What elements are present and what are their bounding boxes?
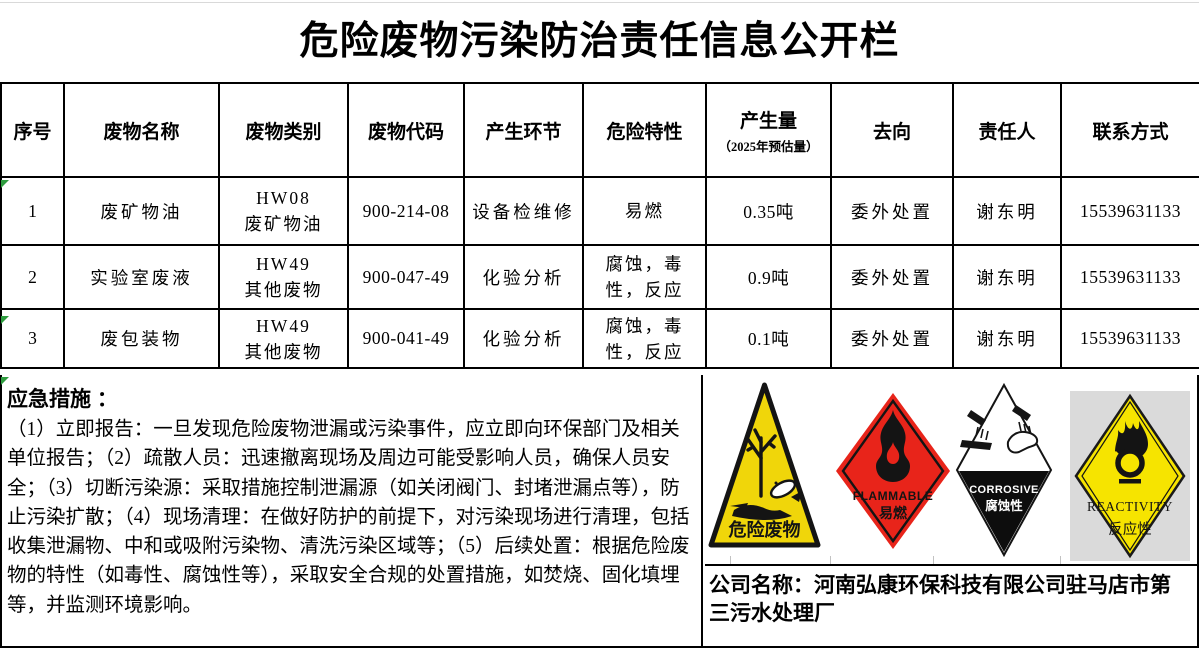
flammable-sign-icon: FLAMMABLE 易燃 <box>833 390 953 552</box>
cell-flag-marker <box>1 180 9 188</box>
flammable-label-en: FLAMMABLE <box>853 489 933 503</box>
cell-amount: 0.35吨 <box>705 176 832 246</box>
cell-destination: 委外处置 <box>830 244 954 310</box>
dead-tree-icon <box>745 428 777 498</box>
table-row: 3 废包装物 HW49 其他废物 900-041-49 化验分析 腐蚀，毒性，反… <box>0 308 1199 369</box>
waste-responsibility-table: 序号 废物名称 废物类别 废物代码 产生环节 危险特性 产生量 （2025年预估… <box>0 82 1199 369</box>
cell-no: 2 <box>0 244 65 310</box>
hazardous-waste-sign-icon: 危险废物 <box>706 378 823 562</box>
cell-contact: 15539631133 <box>1060 176 1199 246</box>
reactivity-sign-icon: REACTIVITY 反应性 <box>1070 391 1190 561</box>
gridline-tick <box>1060 556 1061 564</box>
spreadsheet-gridline <box>0 2 1199 3</box>
page-title: 危险废物污染防治责任信息公开栏 <box>299 20 900 63</box>
col-header-amount-sub: （2025年预估量） <box>718 139 819 154</box>
cell-amount: 0.1吨 <box>705 308 832 369</box>
oxidizer-flame-circle-icon <box>1115 421 1148 484</box>
col-header-category: 废物类别 <box>218 82 349 178</box>
cell-category: HW49 其他废物 <box>218 308 349 369</box>
cell-code: 900-214-08 <box>347 176 465 246</box>
cell-destination: 委外处置 <box>830 176 954 246</box>
cell-stage: 化验分析 <box>463 308 584 369</box>
table-row: 2 实验室废液 HW49 其他废物 900-047-49 化验分析 腐蚀，毒性，… <box>0 244 1199 310</box>
cell-stage: 设备检维修 <box>463 176 584 246</box>
cell-responsible: 谢东明 <box>952 308 1062 369</box>
cell-no: 3 <box>0 308 65 369</box>
table-row: 1 废矿物油 HW08 废矿物油 900-214-08 设备检维修 易燃 0.3… <box>0 176 1199 246</box>
cell-amount: 0.9吨 <box>705 244 832 310</box>
flammable-label-zh: 易燃 <box>879 505 908 521</box>
corrosive-pictogram <box>960 405 1039 454</box>
gridline-tick <box>933 556 934 564</box>
ground-strokes <box>732 504 792 520</box>
col-header-name: 废物名称 <box>63 82 220 178</box>
gridline-tick <box>830 556 831 564</box>
col-header-contact: 联系方式 <box>1060 82 1199 178</box>
cell-hazard: 腐蚀，毒性，反应 <box>582 308 707 369</box>
col-header-hazard: 危险特性 <box>582 82 707 178</box>
corrosive-sign-icon: CORROSIVE 腐蚀性 <box>952 380 1056 560</box>
col-header-amount-main: 产生量 <box>739 110 797 132</box>
cell-hazard: 易燃 <box>582 176 707 246</box>
col-header-amount: 产生量 （2025年预估量） <box>705 82 832 178</box>
cell-contact: 15539631133 <box>1060 308 1199 369</box>
gridline-tick <box>730 556 731 564</box>
reactivity-label-en: REACTIVITY <box>1087 499 1173 514</box>
hazardous-waste-label: 危险废物 <box>728 519 801 540</box>
signs-and-company-panel: 危险废物 FLAMMABLE 易燃 <box>705 375 1197 646</box>
cell-stage: 化验分析 <box>463 244 584 310</box>
emergency-measures-body: （1）立即报告：一旦发现危险废物泄漏或污染事件，应立即向环保部门及相关单位报告；… <box>7 419 690 616</box>
corrosive-label-zh: 腐蚀性 <box>985 498 1023 513</box>
col-header-no: 序号 <box>0 82 65 178</box>
emergency-measures-label: 应急措施 ： <box>7 388 118 411</box>
company-name-text: 公司名称：河南弘康环保科技有限公司驻马店市第三污水处理厂 <box>709 573 1171 625</box>
cell-category: HW49 其他废物 <box>218 244 349 310</box>
cell-flag-marker <box>1 377 9 385</box>
hazard-signs-strip: 危险废物 FLAMMABLE 易燃 <box>705 375 1197 564</box>
emergency-measures-cell: 应急措施 ： （1）立即报告：一旦发现危险废物泄漏或污染事件，应立即向环保部门及… <box>2 375 703 646</box>
cell-category: HW08 废矿物油 <box>218 176 349 246</box>
cell-contact: 15539631133 <box>1060 244 1199 310</box>
company-name-cell: 公司名称：河南弘康环保科技有限公司驻马店市第三污水处理厂 <box>705 564 1197 646</box>
table-header-row: 序号 废物名称 废物类别 废物代码 产生环节 危险特性 产生量 （2025年预估… <box>0 82 1199 178</box>
cell-destination: 委外处置 <box>830 308 954 369</box>
fish-icon <box>769 479 802 502</box>
cell-waste-name: 实验室废液 <box>63 244 220 310</box>
cell-waste-name: 废矿物油 <box>63 176 220 246</box>
cell-responsible: 谢东明 <box>952 244 1062 310</box>
cell-no: 1 <box>0 176 65 246</box>
col-header-code: 废物代码 <box>347 82 465 178</box>
col-header-responsible: 责任人 <box>952 82 1062 178</box>
cell-waste-name: 废包装物 <box>63 308 220 369</box>
bottom-section: 应急措施 ： （1）立即报告：一旦发现危险废物泄漏或污染事件，应立即向环保部门及… <box>0 375 1199 648</box>
cell-hazard: 腐蚀，毒性，反应 <box>582 244 707 310</box>
reactivity-label-zh: 反应性 <box>1108 520 1152 538</box>
cell-flag-marker <box>1 316 9 324</box>
col-header-stage: 产生环节 <box>463 82 584 178</box>
col-header-destination: 去向 <box>830 82 954 178</box>
cell-code: 900-047-49 <box>347 244 465 310</box>
corrosive-label-en: CORROSIVE <box>969 484 1039 496</box>
cell-responsible: 谢东明 <box>952 176 1062 246</box>
cell-code: 900-041-49 <box>347 308 465 369</box>
